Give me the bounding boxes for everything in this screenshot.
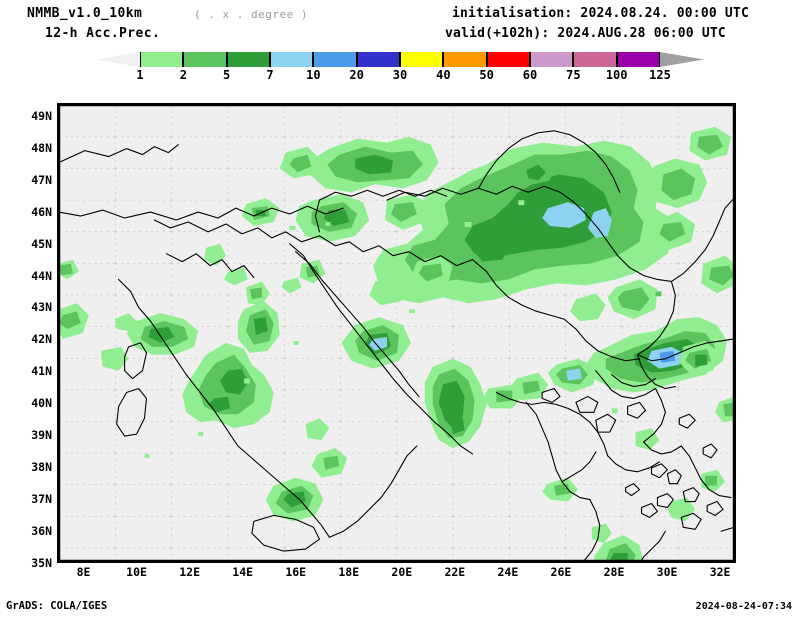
precip-region-tuscany xyxy=(59,303,199,371)
latitude-tick-label: 47N xyxy=(31,172,52,187)
colorbar-segment xyxy=(573,52,617,67)
colorbar-tick-label: 20 xyxy=(349,68,364,82)
longitude-tick-label: 16E xyxy=(285,565,307,579)
map-border xyxy=(59,105,734,561)
colorbar-segment xyxy=(443,52,487,67)
precip-region-peloponnese xyxy=(542,477,644,561)
latitude-tick-label: 41N xyxy=(31,364,52,379)
latitude-tick-label: 49N xyxy=(31,108,52,123)
colorbar-segment xyxy=(530,52,574,67)
colorbar-tick-label: 100 xyxy=(605,68,628,82)
colorbar-segment xyxy=(400,52,444,67)
latitude-tick-label: 48N xyxy=(31,140,52,155)
map-plot-area[interactable] xyxy=(57,103,736,563)
latitude-tick-label: 45N xyxy=(31,236,52,251)
colorbar-high-cap xyxy=(660,52,704,67)
latitude-tick-label: 43N xyxy=(31,300,52,315)
latitude-tick-label: 37N xyxy=(31,492,52,507)
precipitation-colorbar xyxy=(96,52,704,67)
colorbar-segment xyxy=(486,52,530,67)
longitude-tick-label: 14E xyxy=(232,565,254,579)
colorbar-segment xyxy=(356,52,400,67)
latitude-tick-label: 39N xyxy=(31,428,52,443)
precip-region-hungary xyxy=(279,136,439,193)
precip-region-croatia xyxy=(295,194,429,242)
model-units-label: ( . x . degree ) xyxy=(194,8,308,21)
longitude-tick-label: 12E xyxy=(179,565,200,579)
colorbar-segment xyxy=(183,52,227,67)
valid-time-label: valid(+102h): 2024.AUG.28 06:00 UTC xyxy=(445,26,726,41)
colorbar-tick-label: 1 xyxy=(136,68,144,82)
latitude-tick-label: 38N xyxy=(31,460,52,475)
grads-credit-label: GrADS: COLA/IGES xyxy=(6,600,108,612)
precip-region-moldova xyxy=(649,126,732,209)
colorbar-segment xyxy=(270,52,314,67)
colorbar-tick-label: 30 xyxy=(392,68,408,82)
field-name-label: 12-h Acc.Prec. xyxy=(45,26,161,41)
map-coastlines xyxy=(59,130,734,561)
precip-region-serbia xyxy=(299,255,453,306)
precip-region-calabria xyxy=(265,418,348,522)
longitude-tick-label: 30E xyxy=(656,565,678,579)
latitude-tick-label: 42N xyxy=(31,332,52,347)
generation-timestamp-label: 2024-08-24-07:34 xyxy=(695,601,792,612)
precip-region-bosnia xyxy=(341,317,411,369)
colorbar-tick-label: 125 xyxy=(649,68,671,82)
colorbar-segment xyxy=(226,52,270,67)
colorbar-segment xyxy=(313,52,357,67)
colorbar-tick-label: 10 xyxy=(306,68,321,82)
colorbar-tick-label: 7 xyxy=(266,68,274,82)
precip-region-bulgaria xyxy=(569,279,658,322)
initialisation-time-label: initialisation: 2024.08.24. 00:00 UTC xyxy=(452,6,749,21)
longitude-tick-label: 18E xyxy=(338,565,360,579)
latitude-tick-label: 36N xyxy=(31,524,52,539)
colorbar-tick-label: 5 xyxy=(223,68,231,82)
colorbar-tick-labels: 1 2 5 7 10 20 30 40 50 60 75 100 125 xyxy=(96,68,704,84)
precip-region-anatolia xyxy=(653,212,734,375)
precip-region-apulia xyxy=(424,358,523,448)
latitude-tick-label: 40N xyxy=(31,396,52,411)
latitude-axis-labels: 49N 48N 47N 46N 45N 44N 43N 42N 41N 40N 39N 38N 37N 3… xyxy=(0,103,52,570)
precip-region-central-italy xyxy=(182,281,280,429)
precipitation-field xyxy=(59,126,734,561)
longitude-tick-label: 10E xyxy=(126,565,147,579)
longitude-axis-labels: 8E 10E 12E 14E 16E 18E 20E 22E 24E 26E 28E 30E 32E xyxy=(57,565,736,585)
longitude-tick-label: 28E xyxy=(603,565,625,579)
colorbar-low-cap xyxy=(96,52,140,67)
colorbar-tick-label: 2 xyxy=(179,68,187,82)
precip-region-romania xyxy=(373,140,676,304)
model-name-label: NMMB_v1.0_10km xyxy=(27,6,143,21)
colorbar-tick-label: 75 xyxy=(566,68,581,82)
longitude-tick-label: 26E xyxy=(550,565,572,579)
colorbar-tick-label: 50 xyxy=(479,68,494,82)
latitude-tick-label: 44N xyxy=(31,268,52,283)
colorbar-segment xyxy=(140,52,184,67)
longitude-tick-label: 22E xyxy=(444,565,466,579)
map-canvas xyxy=(59,105,734,561)
colorbar-tick-label: 60 xyxy=(522,68,538,82)
latitude-tick-label: 35N xyxy=(31,556,52,570)
longitude-tick-label: 24E xyxy=(497,565,519,579)
longitude-tick-label: 8E xyxy=(76,565,91,579)
longitude-tick-label: 32E xyxy=(709,565,731,579)
colorbar-tick-label: 40 xyxy=(436,68,451,82)
colorbar-segment xyxy=(616,52,660,67)
longitude-tick-label: 20E xyxy=(391,565,413,579)
latitude-tick-label: 46N xyxy=(31,204,52,219)
precip-specks xyxy=(144,200,662,458)
